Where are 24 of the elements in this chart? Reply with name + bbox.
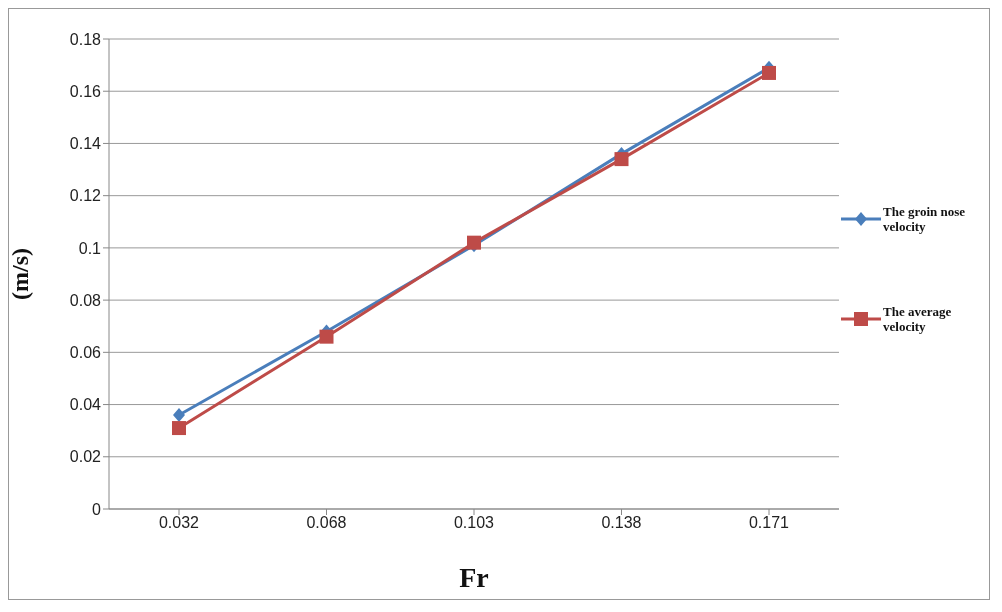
point — [172, 421, 186, 436]
y-tick-label: 0.12 — [69, 187, 102, 205]
y-tick-label: 0.02 — [69, 448, 102, 466]
legend-label: The groin nose velocity — [883, 204, 967, 234]
x-tick-label: 0.138 — [601, 514, 642, 532]
y-tick-label: 0.04 — [69, 396, 102, 414]
y-tick-label: 0 — [92, 500, 102, 518]
x-tick-label: 0.032 — [158, 514, 200, 532]
y-tick-label: 0.16 — [69, 82, 102, 100]
x-tick-label: 0.068 — [306, 514, 347, 532]
point — [614, 152, 629, 167]
x-tick-label: 0.103 — [453, 514, 495, 532]
point — [173, 408, 185, 422]
x-axis-title: Fr — [459, 562, 489, 593]
y-tick-label: 0.14 — [69, 135, 102, 153]
y-axis-title: (m/s) — [6, 248, 33, 300]
point — [319, 329, 334, 344]
point — [762, 65, 776, 80]
y-tick-label: 0.1 — [78, 239, 102, 257]
x-tick-label: 0.171 — [748, 514, 790, 532]
y-tick-label: 0.08 — [69, 291, 102, 309]
y-tick-label: 0.18 — [69, 30, 102, 48]
legend-label: The average velocity — [883, 304, 953, 334]
y-tick-label: 0.06 — [69, 344, 102, 362]
